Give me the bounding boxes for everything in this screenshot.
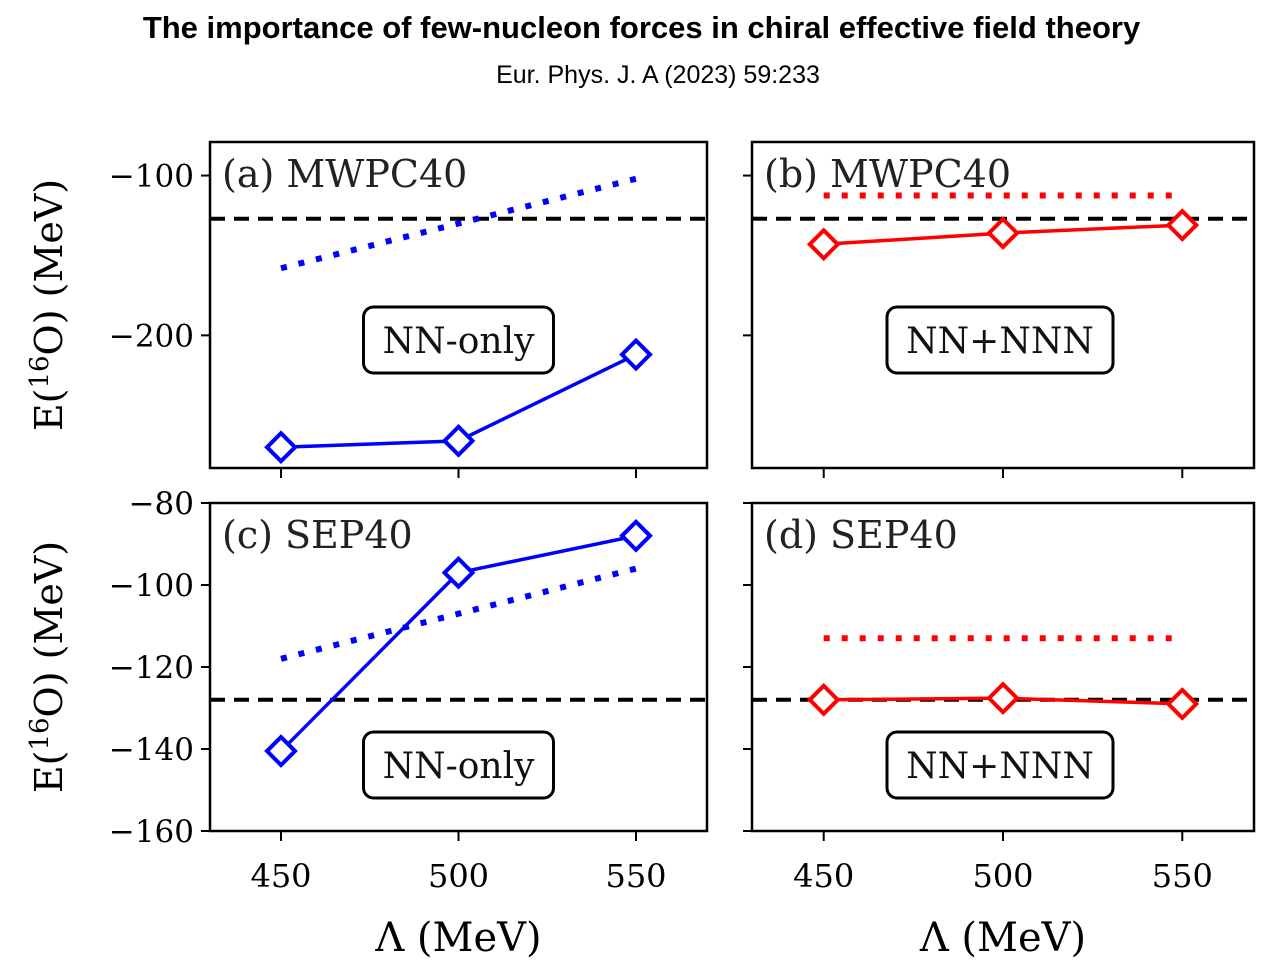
panel-c: −80 −100 −120 −140 −160 450 500 550 Λ (MeV) E(16O… [25,486,709,961]
x-tick-label: 450 [250,857,311,895]
y-tick-label: −100 [109,159,194,195]
diamond-marker [806,682,841,717]
diamond-marker [441,424,476,458]
y-tick-label: −140 [109,732,194,768]
x-tick-label: 550 [605,857,666,895]
annotation-box: NN-only [362,305,555,375]
dotted-series-line [280,565,637,662]
annotation-box: NN+NNN [885,305,1115,375]
diamond-marker [806,227,841,262]
x-tick-label: 500 [972,857,1033,895]
diamond-marker [986,216,1020,250]
panel-label: (c) SEP40 [222,513,413,557]
annotation-label: NN-only [383,321,536,362]
panel-a: −100 −200 E(16O) (MeV) (a) MWPC40 NN-only [25,140,709,478]
annotation-frame [885,305,1115,375]
diamond-marker [441,555,476,590]
annotation-frame [885,730,1115,800]
y-axis-label: E(16O) (MeV) [25,179,71,431]
y-tick-label: −160 [109,814,194,850]
panel-label: (b) MWPC40 [764,152,1011,196]
x-tick-label: 550 [1152,857,1213,895]
diamond-marker [1165,687,1200,721]
diamond-marker [264,734,298,768]
y-tick-label: −120 [109,650,194,686]
annotation-frame [362,730,555,800]
diamond-marker [619,518,653,553]
diamond-marker [986,681,1020,715]
annotation-label: NN+NNN [906,321,1094,362]
annotation-label: NN-only [383,746,536,787]
annotation-label: NN+NNN [906,746,1094,787]
diamond-marker [264,430,298,465]
diamond-marker [619,337,653,372]
x-axis-label: Λ (MeV) [919,915,1086,961]
x-axis-label: Λ (MeV) [374,915,541,961]
x-tick-label: 500 [428,857,489,895]
y-axis-label: E(16O) (MeV) [25,541,71,793]
annotation-box: NN-only [362,730,555,800]
panel-label: (d) SEP40 [764,513,958,557]
panel-d: 450 500 550 Λ (MeV) (d) SEP40 NN+NNN [743,501,1256,961]
y-tick-label: −100 [109,568,194,604]
figure-title: The importance of few-nucleon forces in … [142,10,1141,45]
dotted-series-line [280,175,637,272]
figure-subtitle: Eur. Phys. J. A (2023) 59:233 [496,61,820,89]
annotation-box: NN+NNN [885,730,1115,800]
y-tick-label: −80 [129,486,194,522]
y-tick-label: −200 [109,318,194,354]
diamond-marker [1165,208,1200,242]
panel-label: (a) MWPC40 [222,152,467,196]
panel-b: (b) MWPC40 NN+NNN [743,140,1256,478]
x-tick-label: 450 [793,857,854,895]
annotation-frame [362,305,555,375]
